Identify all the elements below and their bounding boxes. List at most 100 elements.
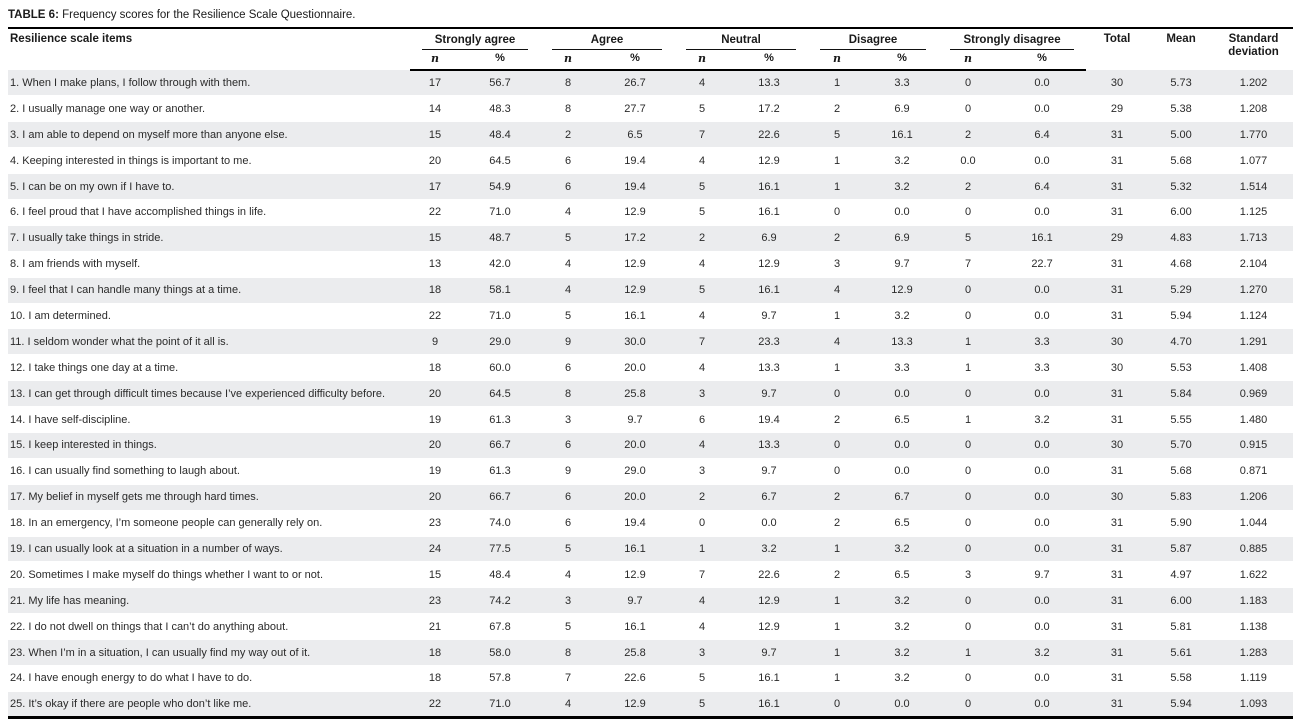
group-underline bbox=[686, 49, 797, 50]
value-cell: 5 bbox=[698, 206, 706, 219]
value-cell: 2 bbox=[833, 491, 841, 504]
value-cell: 1.202 bbox=[1239, 76, 1268, 89]
table-row: 17. My belief in myself gets me through … bbox=[8, 484, 1294, 511]
value-cell: 1.044 bbox=[1239, 517, 1268, 530]
value-cell: 0 bbox=[964, 491, 972, 504]
value-cell: 3.3 bbox=[1034, 361, 1050, 374]
value-cell: 5.55 bbox=[1170, 413, 1192, 426]
value-cell: 20 bbox=[428, 491, 442, 504]
item-label: 7. I usually take things in stride. bbox=[10, 232, 164, 245]
value-cell: 0.0 bbox=[1034, 620, 1050, 633]
value-cell: 2 bbox=[833, 413, 841, 426]
value-cell: 4 bbox=[564, 258, 572, 271]
value-cell: 0.0 bbox=[1034, 387, 1050, 400]
value-cell: 25.8 bbox=[624, 646, 646, 659]
value-cell: 4 bbox=[698, 309, 706, 322]
value-cell: 1 bbox=[833, 77, 841, 90]
value-cell: 1 bbox=[833, 361, 841, 374]
value-cell: 3 bbox=[698, 646, 706, 659]
value-cell: 5.00 bbox=[1170, 128, 1192, 141]
item-label: 2. I usually manage one way or another. bbox=[10, 102, 206, 115]
value-cell: 64.5 bbox=[489, 387, 511, 400]
group-label: Strongly disagree bbox=[963, 34, 1061, 46]
value-cell: 9 bbox=[431, 335, 439, 348]
value-cell: 9.7 bbox=[761, 309, 777, 322]
value-cell: 1.119 bbox=[1240, 672, 1267, 685]
value-cell: 12.9 bbox=[891, 284, 913, 297]
value-cell: 1 bbox=[964, 361, 972, 374]
value-cell: 29 bbox=[1110, 102, 1124, 115]
value-cell: 4.83 bbox=[1170, 232, 1192, 245]
value-cell: 31 bbox=[1110, 672, 1124, 685]
table-row: 15. I keep interested in things. 20 66.7 6 2… bbox=[8, 432, 1294, 459]
value-cell: 2 bbox=[698, 491, 706, 504]
value-cell: 0 bbox=[964, 542, 972, 555]
value-cell: 31 bbox=[1110, 180, 1124, 193]
table-body: 1. When I make plans, I follow through w… bbox=[8, 70, 1294, 718]
table-row: 4. Keeping interested in things is impor… bbox=[8, 148, 1294, 174]
value-cell: 2 bbox=[964, 180, 972, 193]
column-header-standard-deviation: Standard deviation bbox=[1228, 33, 1279, 58]
item-label: 10. I am determined. bbox=[10, 309, 111, 322]
value-cell: 57.8 bbox=[489, 672, 511, 685]
item-label: 6. I feel proud that I have accomplished… bbox=[10, 206, 267, 219]
value-cell: 2 bbox=[833, 517, 841, 530]
value-cell: 58.1 bbox=[489, 284, 511, 297]
value-cell: 1.138 bbox=[1239, 620, 1268, 633]
group-underline bbox=[422, 49, 528, 50]
value-cell: 16.1 bbox=[624, 542, 646, 555]
table-caption: TABLE 6: Frequency scores for the Resili… bbox=[8, 5, 1293, 29]
value-cell: 16.1 bbox=[891, 128, 913, 141]
value-cell: 5.84 bbox=[1170, 387, 1192, 400]
subheader-n: n bbox=[540, 50, 596, 71]
value-cell: 12.9 bbox=[624, 568, 646, 581]
value-cell: 7 bbox=[698, 335, 706, 348]
value-cell: 2.104 bbox=[1239, 258, 1268, 271]
table-row: 25. It’s okay if there are people who do… bbox=[8, 691, 1294, 718]
value-cell: 17.2 bbox=[758, 102, 780, 115]
value-cell: 1 bbox=[833, 646, 841, 659]
value-cell: 6.4 bbox=[1034, 128, 1050, 141]
value-cell: 1.124 bbox=[1239, 309, 1268, 322]
subheader-pct: % bbox=[730, 50, 809, 71]
value-cell: 9.7 bbox=[1034, 568, 1050, 581]
value-cell: 0.0 bbox=[894, 465, 910, 478]
value-cell: 8 bbox=[564, 77, 572, 90]
value-cell: 0.0 bbox=[1034, 102, 1050, 115]
value-cell: 4 bbox=[564, 284, 572, 297]
value-cell: 4 bbox=[698, 77, 706, 90]
value-cell: 5.38 bbox=[1170, 102, 1192, 115]
value-cell: 6 bbox=[564, 361, 572, 374]
value-cell: 6 bbox=[564, 180, 572, 193]
value-cell: 23 bbox=[428, 594, 442, 607]
value-cell: 58.0 bbox=[489, 646, 511, 659]
value-cell: 74.0 bbox=[489, 517, 511, 530]
value-cell: 16.1 bbox=[1031, 232, 1053, 245]
value-cell: 31 bbox=[1110, 646, 1124, 659]
value-cell: 4 bbox=[698, 439, 706, 452]
value-cell: 6.9 bbox=[894, 102, 910, 115]
value-cell: 74.2 bbox=[489, 594, 511, 607]
value-cell: 12.9 bbox=[758, 594, 780, 607]
column-header-total: Total bbox=[1103, 33, 1131, 45]
value-cell: 1.622 bbox=[1239, 568, 1268, 581]
value-cell: 7 bbox=[964, 258, 972, 271]
value-cell: 17 bbox=[428, 77, 442, 90]
value-cell: 3.2 bbox=[894, 309, 910, 322]
value-cell: 3.2 bbox=[894, 646, 910, 659]
value-cell: 3.3 bbox=[894, 361, 910, 374]
value-cell: 5 bbox=[698, 102, 706, 115]
value-cell: 29 bbox=[1110, 232, 1124, 245]
value-cell: 0.0 bbox=[894, 387, 910, 400]
value-cell: 19.4 bbox=[624, 180, 646, 193]
value-cell: 30 bbox=[1110, 439, 1124, 452]
value-cell: 0 bbox=[833, 387, 841, 400]
value-cell: 4 bbox=[698, 361, 706, 374]
value-cell: 1 bbox=[833, 309, 841, 322]
value-cell: 14 bbox=[428, 102, 442, 115]
table-row: 13. I can get through difficult times be… bbox=[8, 380, 1294, 407]
subheader-n: n bbox=[674, 50, 731, 71]
value-cell: 3.2 bbox=[1034, 646, 1050, 659]
value-cell: 4 bbox=[564, 568, 572, 581]
subheader-pct: % bbox=[460, 50, 540, 71]
